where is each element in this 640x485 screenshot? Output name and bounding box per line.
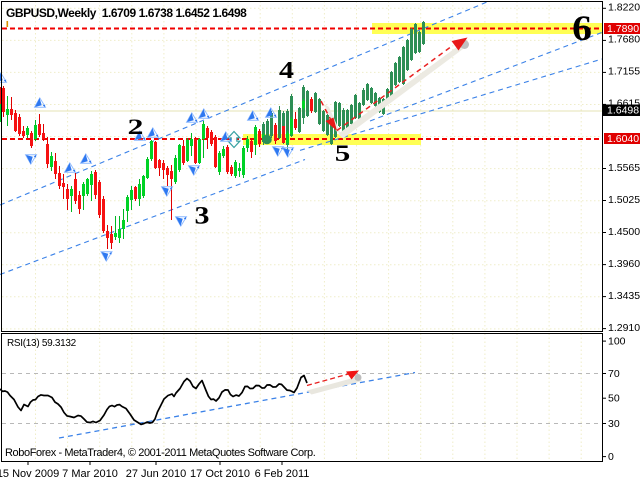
svg-text:0: 0: [608, 451, 614, 463]
svg-text:4: 4: [279, 57, 294, 84]
svg-text:1.3435: 1.3435: [608, 290, 640, 302]
svg-text:1.6040: 1.6040: [607, 133, 639, 145]
svg-text:2: 2: [128, 115, 144, 139]
svg-text:27 Jun 2010: 27 Jun 2010: [126, 468, 187, 480]
svg-text:1.3960: 1.3960: [608, 258, 640, 270]
svg-text:1.7680: 1.7680: [608, 34, 640, 46]
svg-text:RSI(13) 59.3132: RSI(13) 59.3132: [7, 338, 77, 349]
svg-text:1.7890: 1.7890: [607, 23, 639, 35]
svg-text:1.5565: 1.5565: [608, 162, 640, 174]
svg-text:5: 5: [335, 141, 351, 166]
svg-text:6: 6: [572, 9, 592, 49]
svg-text:100: 100: [608, 336, 626, 348]
svg-text:1.7155: 1.7155: [608, 66, 640, 78]
svg-text:17 Oct 2010: 17 Oct 2010: [190, 468, 250, 480]
svg-text:30: 30: [608, 418, 620, 430]
svg-text:15 Nov 2009: 15 Nov 2009: [0, 468, 59, 480]
svg-text:1.8220: 1.8220: [608, 2, 640, 14]
svg-text:1.4500: 1.4500: [608, 226, 640, 238]
svg-text:1.5025: 1.5025: [608, 194, 640, 206]
svg-text:1.6498: 1.6498: [607, 105, 639, 117]
svg-text:50: 50: [608, 393, 620, 405]
svg-text:1.2910: 1.2910: [608, 322, 640, 334]
svg-text:7 Mar 2010: 7 Mar 2010: [62, 468, 118, 480]
svg-text:6 Feb 2011: 6 Feb 2011: [255, 468, 310, 480]
svg-text:3: 3: [194, 201, 209, 229]
svg-text:70: 70: [608, 368, 620, 380]
svg-text:RoboForex - MetaTrader4, © 200: RoboForex - MetaTrader4, © 2001-2011 Met…: [5, 447, 316, 459]
svg-text:GBPUSD,Weekly 1.6709 1.6738 1: GBPUSD,Weekly 1.6709 1.6738 1.6452 1.649…: [6, 6, 247, 20]
